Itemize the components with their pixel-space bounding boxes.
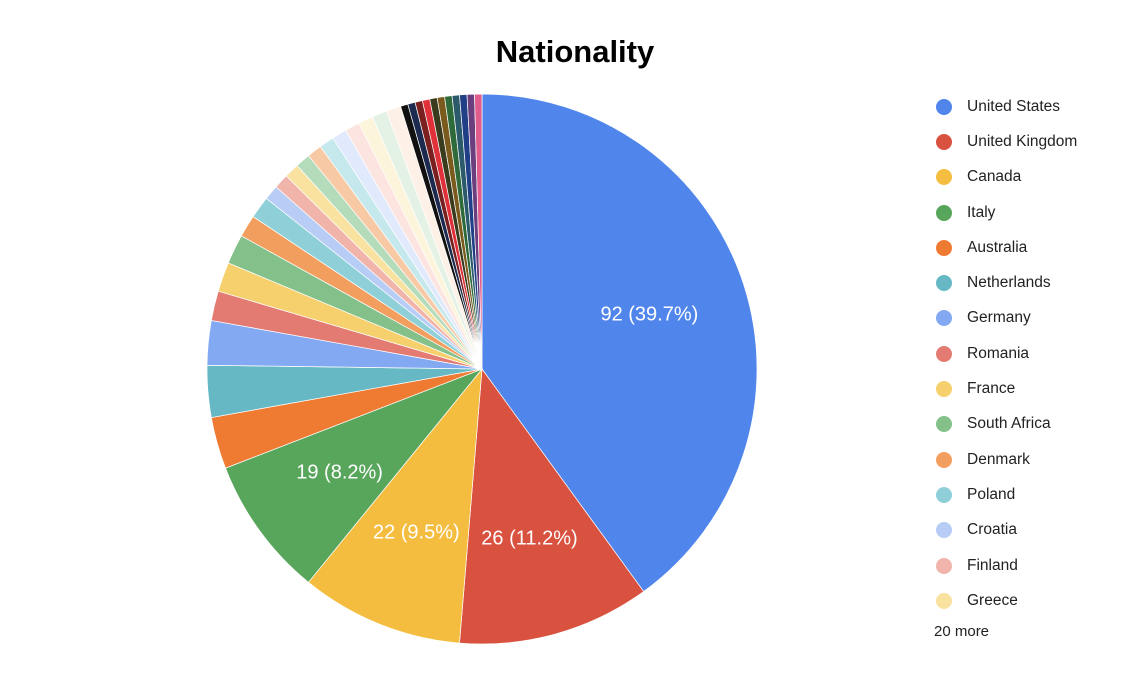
legend-swatch-icon: [936, 592, 952, 609]
chart-legend: United States United Kingdom Canada Italy Au…: [935, 89, 1077, 618]
legend-label: Poland: [967, 485, 1016, 503]
legend-label: Romania: [967, 344, 1030, 362]
pie-slice-united-states[interactable]: [481, 93, 758, 592]
slice-data-label: 26 (11.2%): [481, 527, 577, 549]
legend-swatch-icon: [936, 381, 952, 398]
legend-swatch-icon: [936, 98, 952, 115]
legend-label: Italy: [967, 203, 996, 221]
legend-label: Germany: [967, 309, 1031, 327]
legend-item[interactable]: Romania: [935, 336, 1077, 371]
legend-label: Canada: [967, 168, 1022, 186]
legend-item[interactable]: Germany: [935, 301, 1077, 336]
legend-item[interactable]: Australia: [935, 230, 1077, 265]
legend-label: Australia: [967, 238, 1028, 256]
legend-swatch-icon: [936, 239, 952, 256]
legend-item[interactable]: United Kingdom: [935, 124, 1077, 159]
legend-label: Greece: [967, 591, 1018, 609]
pie-slice-canada[interactable]: [307, 367, 483, 644]
legend-item[interactable]: Croatia: [935, 513, 1077, 548]
legend-item[interactable]: Italy: [935, 195, 1077, 230]
legend-swatch-icon: [936, 416, 952, 433]
legend-more-link[interactable]: 20 more: [934, 623, 990, 640]
slice-data-label: 22 (9.5%): [373, 521, 460, 543]
pie-data-labels: 92 (39.7%) 26 (11.2%) 22 (9.5%) 19 (8.2%): [296, 304, 698, 550]
legend-label: Denmark: [967, 450, 1030, 468]
legend-swatch-icon: [936, 204, 952, 221]
legend-label: United States: [967, 97, 1061, 115]
legend-swatch-icon: [936, 557, 952, 574]
slice-data-label: 19 (8.2%): [296, 461, 383, 483]
legend-item[interactable]: France: [935, 371, 1077, 406]
legend-swatch-icon: [936, 345, 952, 362]
legend-swatch-icon: [936, 451, 952, 468]
legend-swatch-icon: [936, 169, 952, 186]
legend-label: South Africa: [967, 415, 1051, 433]
legend-label: United Kingdom: [967, 132, 1078, 150]
legend-swatch-icon: [936, 275, 952, 292]
pie-slice-other-34[interactable]: [474, 93, 483, 370]
chart-title: Nationality: [495, 34, 655, 69]
legend-label: Finland: [967, 556, 1018, 574]
legend-item[interactable]: Netherlands: [935, 265, 1077, 300]
legend-label: Netherlands: [967, 274, 1051, 292]
legend-swatch-icon: [936, 133, 952, 150]
legend-item[interactable]: United States: [935, 89, 1077, 124]
pie-slice-united-kingdom[interactable]: [459, 368, 645, 645]
legend-item[interactable]: Greece: [935, 583, 1077, 618]
legend-item[interactable]: Poland: [935, 477, 1077, 512]
legend-item[interactable]: South Africa: [935, 407, 1077, 442]
legend-item[interactable]: Finland: [935, 548, 1077, 583]
legend-label: Croatia: [967, 521, 1017, 539]
legend-item[interactable]: Denmark: [935, 442, 1077, 477]
legend-label: France: [967, 380, 1016, 398]
slice-data-label: 92 (39.7%): [600, 304, 698, 326]
legend-swatch-icon: [936, 310, 952, 327]
legend-item[interactable]: Canada: [935, 160, 1077, 195]
pie-slices: [206, 93, 758, 645]
pie-slice-italy[interactable]: [225, 368, 484, 583]
legend-swatch-icon: [936, 486, 952, 503]
legend-swatch-icon: [936, 522, 952, 539]
